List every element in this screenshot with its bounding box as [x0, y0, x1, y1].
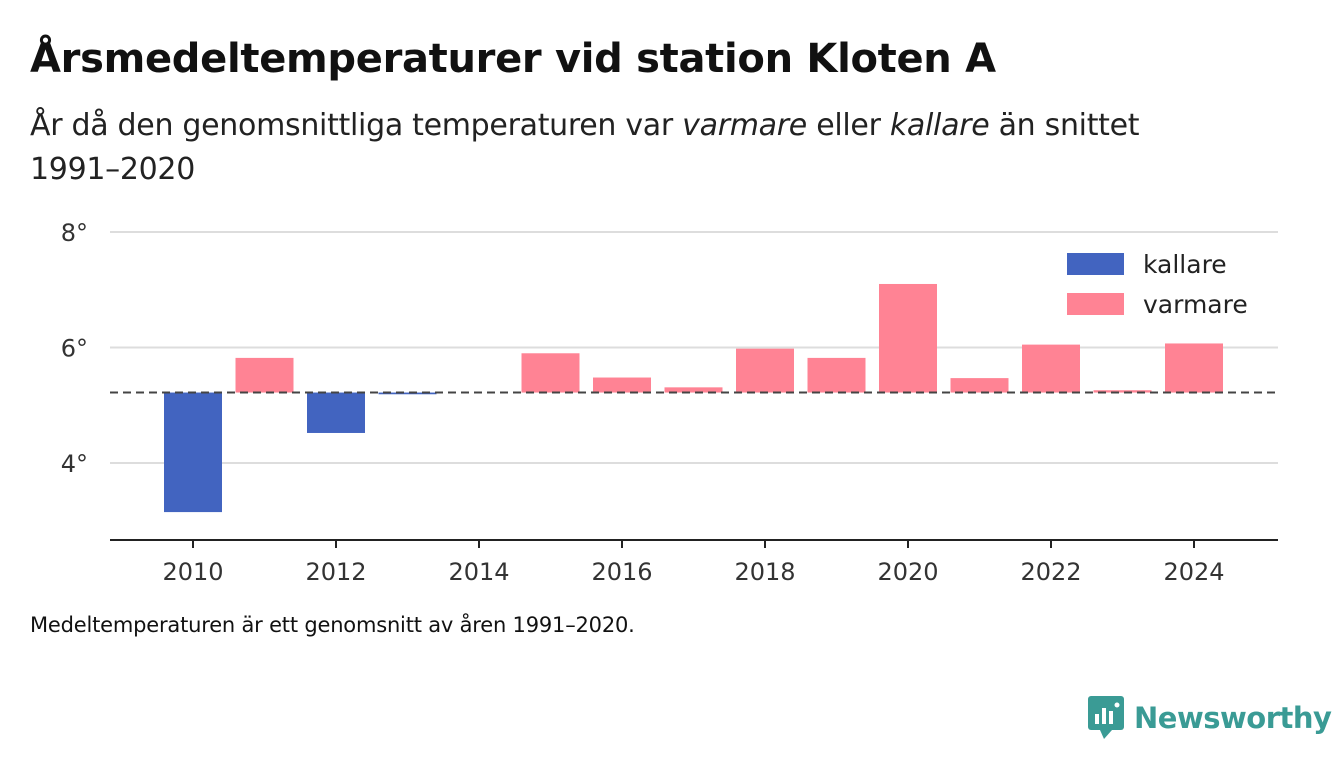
x-tick-label: 2024 [1163, 558, 1224, 586]
legend-swatch-varmare [1067, 293, 1124, 315]
bar-2023 [1093, 390, 1152, 393]
subtitle-text-2: eller [806, 108, 890, 143]
y-tick-label: 6° [61, 335, 88, 363]
subtitle-warm-word: varmare [682, 108, 807, 143]
brand-name: Newsworthy [1134, 701, 1332, 735]
bar-2019 [807, 357, 866, 393]
bar-2016 [593, 377, 651, 393]
subtitle-text-3: än snittet 1991–2020 [30, 108, 1140, 187]
x-tick-label: 2016 [591, 558, 652, 586]
bar-chart: 4° 6° 8° 2010 2012 2014 2016 2018 2020 2022 2024 ka… [61, 219, 1278, 586]
bar-2017 [664, 387, 723, 393]
bar-2024 [1165, 343, 1223, 393]
x-tick-label: 2010 [162, 558, 223, 586]
x-tick-label: 2018 [734, 558, 795, 586]
bar-2010 [164, 392, 222, 513]
x-tick-label: 2014 [448, 558, 509, 586]
subtitle-text-1: År då den genomsnittliga temperaturen va… [30, 108, 683, 143]
newsworthy-chart-icon [1088, 696, 1124, 739]
x-tick-label: 2022 [1020, 558, 1081, 586]
bar-2022 [1022, 344, 1080, 393]
bar-2018 [736, 348, 794, 393]
footnote: Medeltemperaturen är ett genomsnitt av å… [30, 613, 635, 637]
bar-2015 [521, 353, 580, 393]
legend-swatch-kallare [1067, 253, 1124, 275]
bar-2020 [879, 283, 937, 393]
bar-2021 [950, 378, 1009, 393]
legend-label-kallare: kallare [1143, 250, 1227, 279]
bar-2012 [307, 392, 365, 433]
subtitle-cold-word: kallare [889, 108, 990, 143]
bar-2011 [235, 357, 294, 393]
chart-title: Årsmedeltemperaturer vid station Kloten … [30, 36, 996, 82]
x-tick-label: 2020 [877, 558, 938, 586]
legend-label-varmare: varmare [1143, 290, 1248, 319]
y-tick-label: 8° [61, 219, 88, 247]
bar-2013 [378, 392, 437, 395]
x-tick-label: 2012 [305, 558, 366, 586]
newsworthy-logo: Newsworthy [1088, 696, 1332, 740]
y-tick-label: 4° [61, 450, 88, 478]
chart-subtitle: År då den genomsnittliga temperaturen va… [30, 104, 1230, 192]
